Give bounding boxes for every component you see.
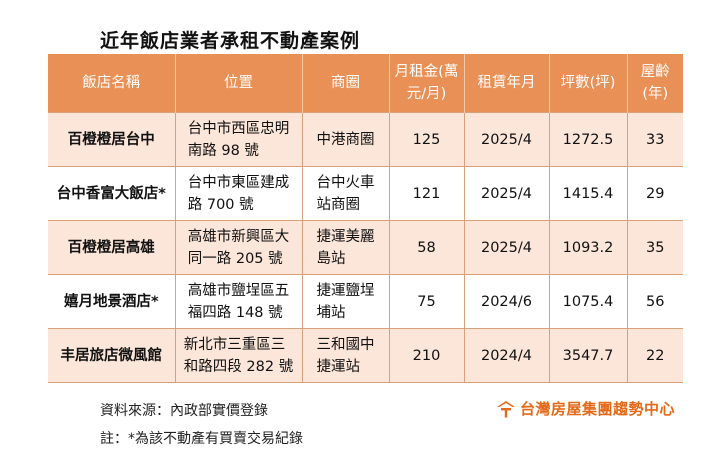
header-district: 商圈: [301, 54, 389, 113]
header-lease-date: 租賃年月: [463, 54, 549, 113]
brand-logo: 台灣房屋集團趨勢中心: [496, 398, 675, 419]
cell-lease-date: 2024/4: [463, 328, 549, 383]
cell-lease-date: 2025/4: [463, 220, 549, 275]
table-row: 百橙橙居高雄 高雄市新興區大 同一路 205 號 捷運美麗島站 58 2025/4…: [48, 220, 683, 275]
cell-district-line-1: 捷運美麗: [316, 228, 375, 245]
header-monthly-rent-line-2: 元/月): [406, 86, 447, 102]
header-monthly-rent-line-1: 月租金(萬: [394, 64, 459, 80]
cell-rent: 75: [388, 274, 464, 329]
brand-logo-text: 台灣房屋集團趨勢中心: [520, 400, 676, 418]
data-source-note: 資料來源：內政部實價登錄: [100, 403, 268, 419]
cell-location: 台中市東區建成路 700 號: [174, 166, 302, 221]
cell-district: 台中火車 站商圈: [301, 166, 389, 221]
cell-lease-date: 2025/4: [463, 112, 549, 167]
cell-district: 捷運鹽埕 埔站: [301, 274, 389, 329]
cell-district: 中港商圈: [301, 112, 389, 167]
cell-hotel-name: 丰居旅店微風館: [48, 328, 175, 383]
cell-rent: 210: [388, 328, 464, 383]
cell-location: 高雄市新興區大 同一路 205 號: [174, 220, 302, 275]
cell-district-line-2: 站商圈: [316, 196, 361, 213]
cell-age: 35: [626, 220, 683, 275]
cell-area: 1272.5: [548, 112, 627, 167]
header-building-age: 屋齡 (年): [626, 54, 683, 113]
header-hotel-name: 飯店名稱: [48, 54, 175, 113]
cell-location-line-2: 同一路 205 號: [187, 250, 283, 267]
cell-district-line-2: 捷運站: [316, 358, 361, 375]
cell-district-line-1: 三和國中: [316, 336, 375, 353]
cell-area: 1075.4: [548, 274, 627, 329]
cell-location-line-1: 高雄市鹽埕區五: [187, 282, 290, 299]
cell-hotel-name: 台中香富大飯店*: [48, 166, 175, 221]
cell-age: 22: [626, 328, 683, 383]
cell-area: 3547.7: [548, 328, 627, 383]
cell-location-line-1: 新北市三重區三: [183, 336, 286, 353]
cell-district: 捷運美麗 島站: [301, 220, 389, 275]
cell-location: 新北市三重區三 和路四段 282 號: [174, 328, 302, 383]
cell-location: 高雄市鹽埕區五 福四路 148 號: [174, 274, 302, 329]
cell-district-line-2: 島站: [316, 250, 346, 267]
hotel-lease-table: 飯店名稱 位置 商圈 月租金(萬 元/月) 租賃年月 坪數(坪) 屋齡 (年) …: [48, 54, 683, 383]
cell-rent: 58: [388, 220, 464, 275]
cell-lease-date: 2025/4: [463, 166, 549, 221]
header-location: 位置: [174, 54, 302, 113]
table-row: 台中香富大飯店* 台中市東區建成路 700 號 台中火車站商圈 121 2025…: [48, 166, 683, 221]
cell-hotel-name: 百橙橙居台中: [48, 112, 175, 167]
cell-rent: 121: [388, 166, 464, 221]
header-building-age-line-1: 屋齡: [640, 64, 670, 80]
cell-lease-date: 2024/6: [463, 274, 549, 329]
table-row: 嬉月地景酒店* 高雄市鹽埕區五 福四路 148 號 捷運鹽埕埔站 75 2024/…: [48, 274, 683, 329]
cell-location-line-1: 台中市西區忠明: [187, 120, 290, 137]
cell-location-line-2: 南路 98 號: [187, 142, 259, 159]
cell-district: 三和國中 捷運站: [301, 328, 389, 383]
footnote: 註：*為該不動產有買賣交易紀錄: [100, 431, 303, 447]
cell-district-line-2: 埔站: [316, 304, 346, 321]
table-row: 丰居旅店微風館 新北市三重區三 和路四段 282 號 三和國中捷運站 210 20…: [48, 328, 683, 383]
cell-rent: 125: [388, 112, 464, 167]
cell-age: 33: [626, 112, 683, 167]
header-building-age-line-2: (年): [642, 86, 669, 102]
cell-district-line-1: 捷運鹽埕: [316, 282, 375, 299]
cell-location-line-1: 台中市東區建成: [187, 174, 290, 191]
header-area: 坪數(坪): [548, 54, 627, 113]
cell-age: 56: [626, 274, 683, 329]
cell-area: 1093.2: [548, 220, 627, 275]
header-monthly-rent: 月租金(萬 元/月): [388, 54, 464, 113]
page-title: 近年飯店業者承租不動產案例: [100, 30, 361, 52]
table-row: 百橙橙居台中 台中市西區忠明 南路 98 號 中港商圈 125 2025/4 12…: [48, 112, 683, 167]
cell-location-line-2: 福四路 148 號: [187, 304, 283, 321]
cell-age: 29: [626, 166, 683, 221]
cell-district-line-1: 台中火車: [316, 174, 375, 191]
cell-location-line-2: 路 700 號: [187, 196, 254, 213]
cell-location-line-1: 高雄市新興區大: [187, 228, 290, 245]
cell-location: 台中市西區忠明 南路 98 號: [174, 112, 302, 167]
table-header-row: 飯店名稱 位置 商圈 月租金(萬 元/月) 租賃年月 坪數(坪) 屋齡 (年): [48, 54, 683, 113]
cell-area: 1415.4: [548, 166, 627, 221]
cell-hotel-name: 百橙橙居高雄: [48, 220, 175, 275]
cell-hotel-name: 嬉月地景酒店*: [48, 274, 175, 329]
cell-location-line-2: 和路四段 282 號: [183, 358, 294, 375]
house-roof-icon: [496, 400, 516, 418]
